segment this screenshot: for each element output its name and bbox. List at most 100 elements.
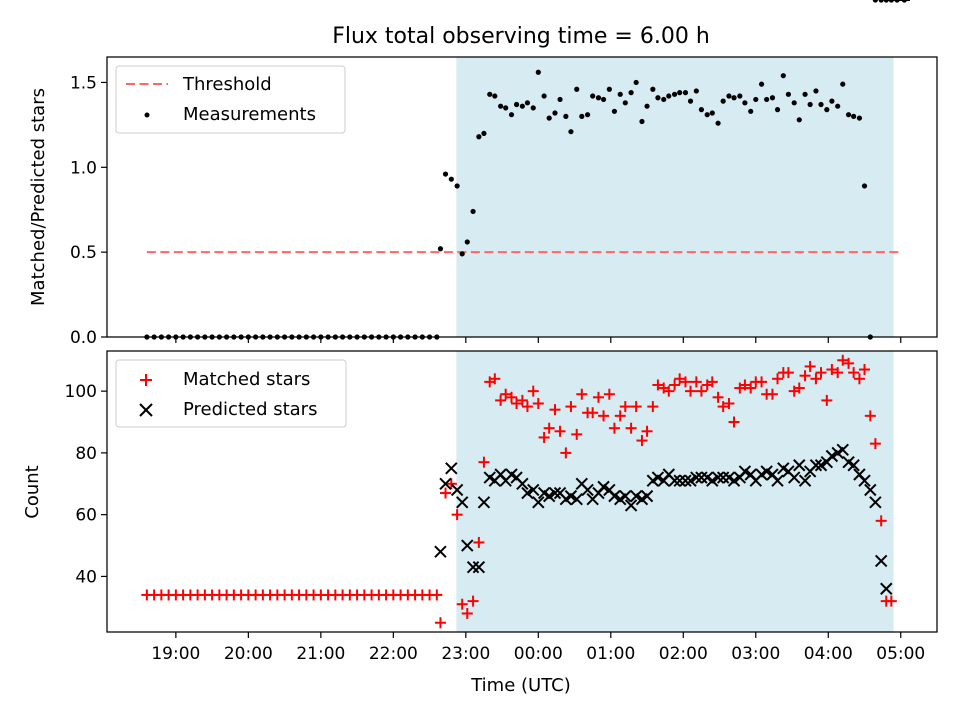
x-tick-label: 20:00 [224, 644, 273, 664]
measurement-point [687, 98, 694, 104]
matched-star-point [793, 382, 805, 394]
matched-star-point [832, 367, 844, 379]
predicted-star-point [690, 471, 703, 484]
matched-star-point [810, 373, 822, 385]
top-legend-box [115, 65, 346, 134]
bottom-legend-box [115, 359, 347, 428]
x-tick-label: 03:00 [731, 644, 780, 664]
matched-star-point [695, 385, 707, 397]
predicted-stars-series [434, 0, 910, 595]
matched-star-point [706, 376, 718, 388]
predicted-star-point [880, 582, 893, 595]
measurement-point [845, 112, 852, 118]
matched-star-point [554, 425, 566, 437]
matched-star-point [837, 354, 849, 366]
measurement-point [807, 101, 813, 108]
top-x-ticks [175, 337, 902, 343]
matched-star-point [592, 391, 604, 403]
matched-star-point [603, 388, 615, 400]
measurement-point [709, 110, 715, 116]
measurement-point [698, 107, 705, 113]
measurements-series [144, 0, 907, 340]
matched-star-point [804, 360, 816, 372]
matched-star-point [538, 431, 550, 443]
x-tick-label: 05:00 [876, 644, 925, 664]
bottom-panel: 40 60 80 100 19:00 20:00 21:00 22:00 23:00 00:00… [22, 0, 938, 696]
matched-star-point [495, 394, 507, 406]
measurement-point [498, 103, 504, 109]
x-axis-label: Time (UTC) [470, 675, 571, 696]
top-y-axis: 0.0 0.5 1.0 1.5 [70, 73, 107, 348]
bottom-axes-frame [106, 350, 938, 633]
measurement-point [437, 246, 444, 252]
predicted-star-point [608, 489, 621, 503]
measurement-point [628, 90, 634, 96]
measurement-point [731, 95, 737, 101]
predicted-star-point [695, 471, 708, 484]
matched-star-point [614, 410, 626, 422]
measurement-point [655, 95, 661, 101]
measurement-point [791, 100, 797, 106]
predicted-star-point [760, 465, 773, 478]
measurement-point [470, 208, 476, 215]
top-axes-frame [106, 56, 938, 338]
bottom-x-axis: 19:00 20:00 21:00 22:00 23:00 00:00 01:00 02:00… [151, 632, 925, 664]
top-observing-window [456, 57, 894, 337]
measurement-point [519, 103, 525, 109]
predicted-star-point [711, 471, 725, 484]
measurements-legend-swatch [144, 112, 150, 118]
matched-star-point [571, 428, 583, 440]
measurement-point [574, 86, 580, 92]
matched-star-point [456, 598, 468, 610]
matched-star-point [712, 391, 724, 403]
matched-star-point [875, 515, 887, 527]
matched-star-point [885, 595, 897, 607]
measurement-point [481, 130, 487, 136]
top-legend: Threshold Measurements [115, 65, 346, 134]
matched-star-point [521, 401, 533, 413]
measurement-point [666, 93, 672, 99]
measurement-point [459, 251, 465, 257]
measurement-point [856, 115, 863, 121]
matched-star-point [543, 422, 555, 434]
matched-legend-label: Matched stars [183, 369, 310, 390]
predicted-star-point [684, 474, 697, 487]
matched-star-point [821, 394, 833, 406]
predicted-star-point [668, 474, 681, 487]
measurement-point [774, 107, 781, 113]
predicted-star-point [624, 499, 638, 512]
measurement-point [726, 93, 732, 99]
measurement-point [764, 96, 770, 103]
top-y-tick-label: 0.0 [70, 328, 97, 348]
measurement-point [682, 90, 689, 96]
predicted-star-point [516, 477, 529, 490]
matched-star-point [766, 388, 778, 400]
measurement-point [737, 93, 743, 99]
predicted-star-point [651, 471, 665, 484]
matched-star-point [532, 397, 544, 409]
measurement-point [671, 91, 678, 97]
predicted-star-point [679, 474, 692, 487]
matched-star-point [445, 478, 457, 490]
measurement-point [813, 88, 819, 94]
matched-stars-series [141, 0, 910, 629]
matched-star-point [619, 401, 631, 413]
x-tick-label: 04:00 [804, 644, 853, 664]
measurement-point [568, 129, 574, 135]
predicted-star-point [771, 474, 784, 487]
matched-star-point [799, 370, 811, 382]
matched-star-point [451, 509, 463, 521]
matched-star-point [772, 373, 784, 385]
measurement-point [633, 79, 639, 86]
measurement-point [454, 183, 460, 189]
x-tick-label: 00:00 [514, 644, 563, 664]
measurement-point [524, 100, 531, 106]
measurement-point [644, 103, 650, 109]
predicted-star-point [570, 493, 583, 506]
measurement-point [442, 171, 449, 177]
matched-star-point [826, 364, 838, 376]
matched-star-point [815, 367, 827, 379]
measurement-point [600, 96, 607, 103]
predicted-star-point [521, 486, 534, 500]
measurement-point [780, 73, 786, 79]
